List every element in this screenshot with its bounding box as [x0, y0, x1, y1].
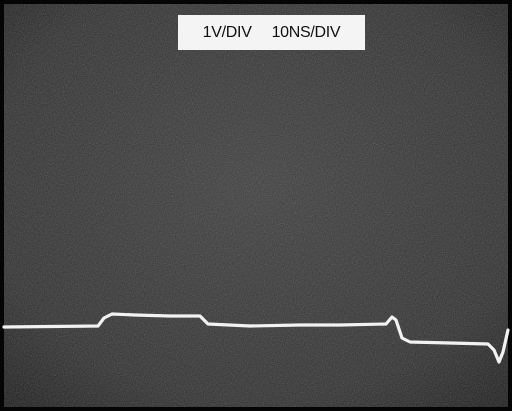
time-per-div: 10NS/DIV — [272, 24, 341, 42]
screen-graphics — [0, 0, 512, 411]
oscilloscope-screen: 1V/DIV 10NS/DIV — [0, 0, 512, 411]
scale-label: 1V/DIV 10NS/DIV — [178, 15, 365, 50]
volts-per-div: 1V/DIV — [203, 24, 252, 42]
screen-grain — [0, 0, 512, 411]
